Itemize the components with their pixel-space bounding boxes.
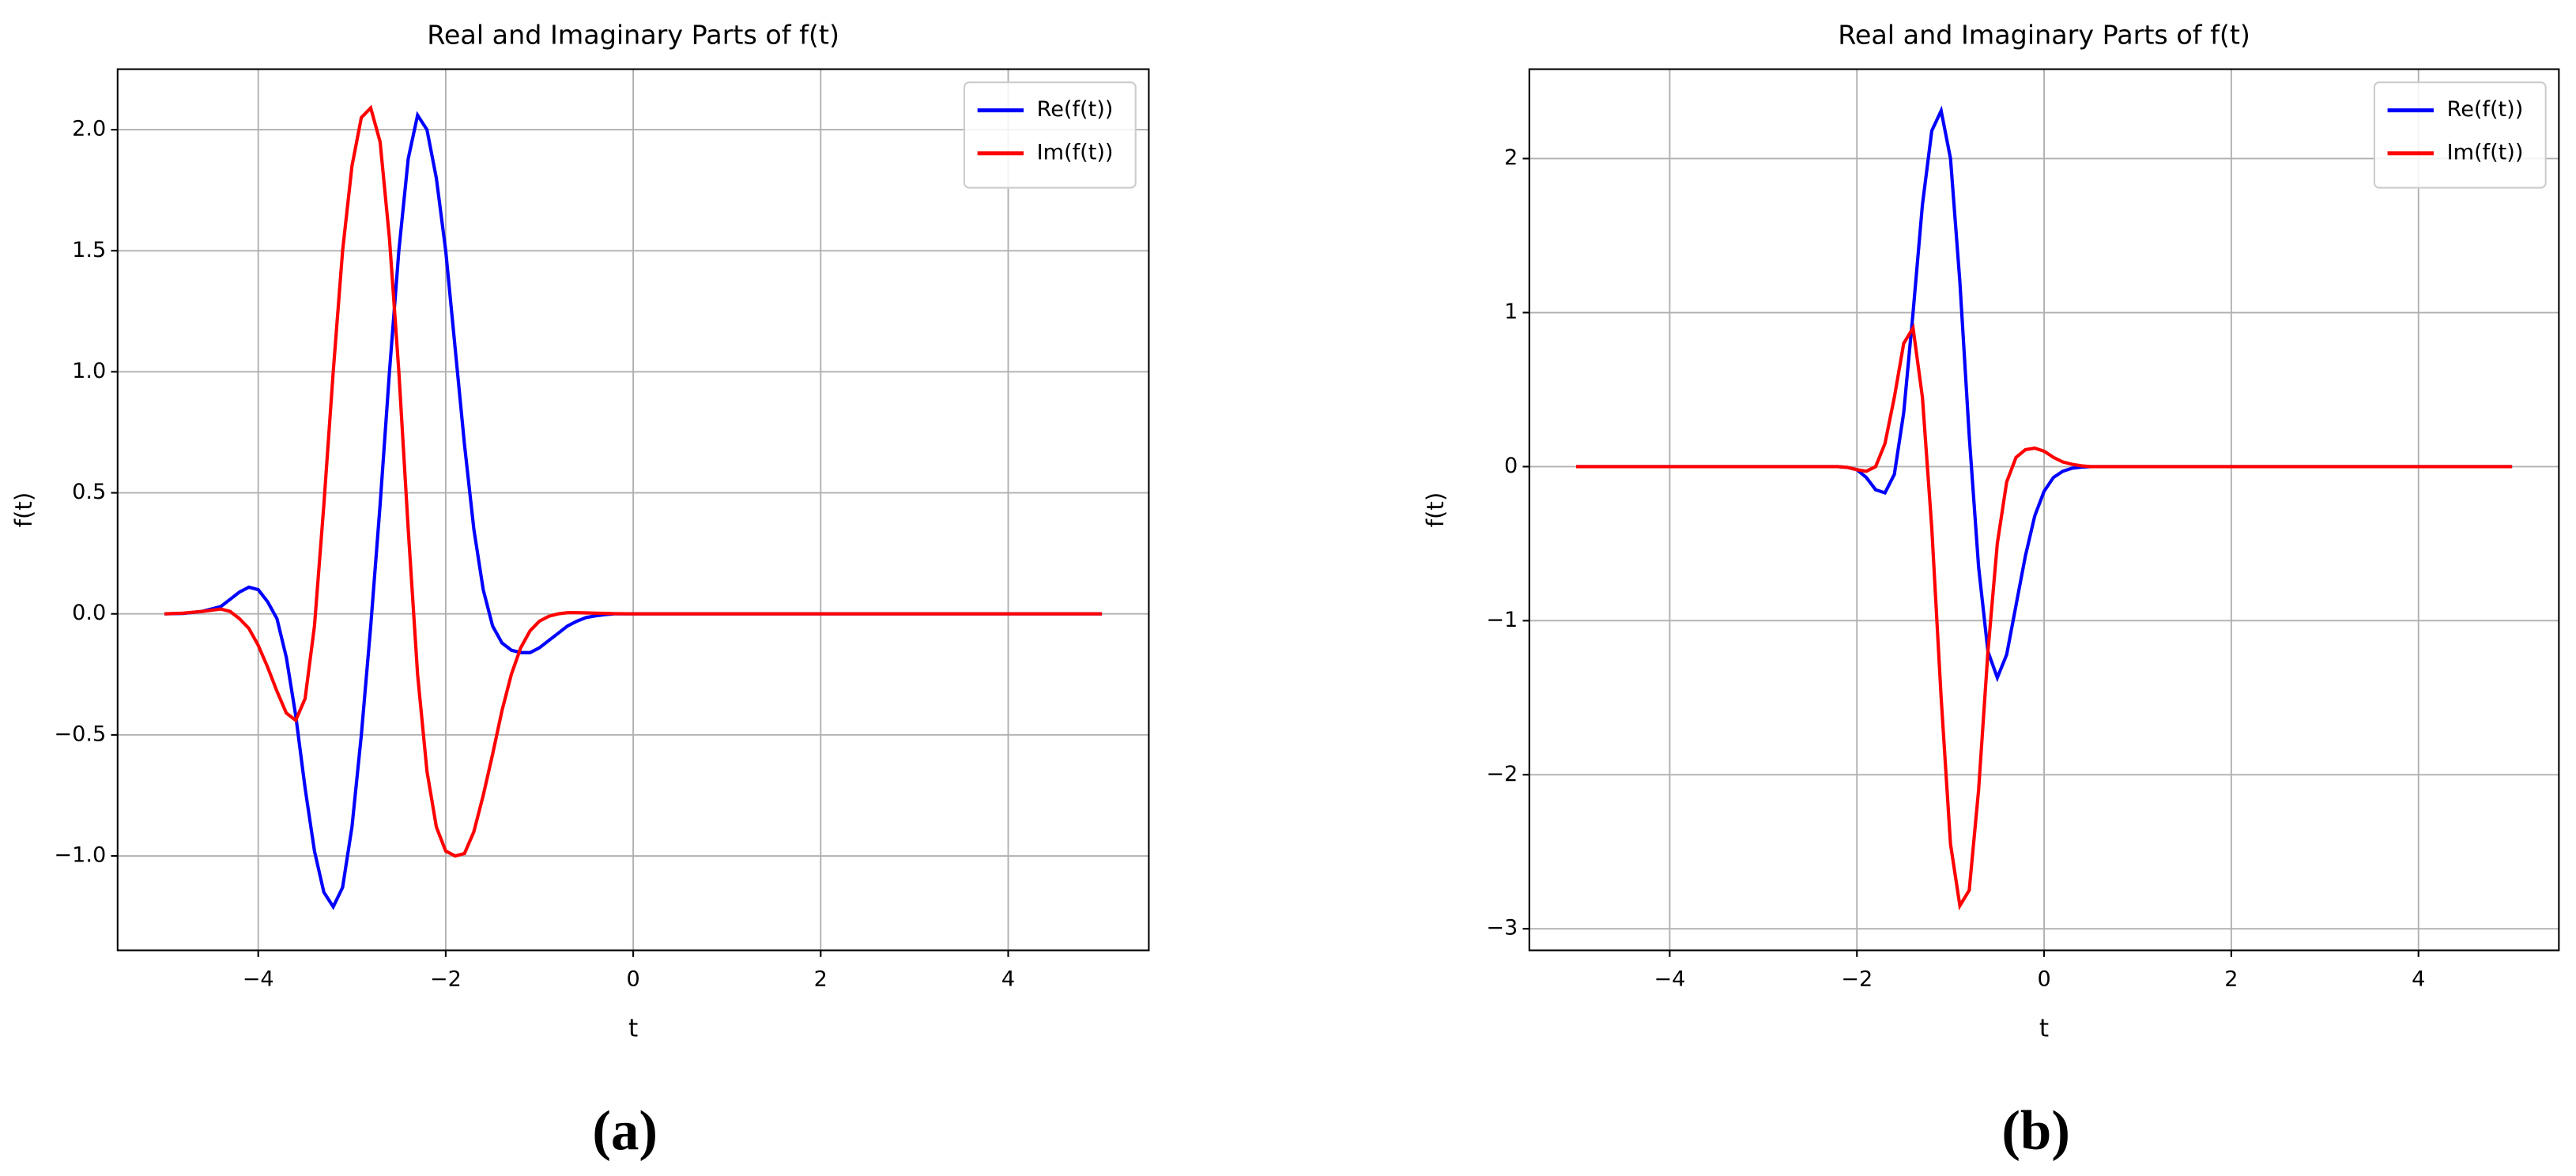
caption: (b) [2001, 1100, 2070, 1162]
legend-label: Re(f(t)) [2447, 97, 2524, 122]
y-axis-label: f(t) [1422, 492, 1449, 527]
y-tick-label: −2 [1486, 762, 1518, 786]
y-axis-label: f(t) [10, 492, 37, 527]
axes-frame [116, 68, 1150, 952]
data-line [164, 111, 1103, 910]
x-tick-label: −4 [243, 967, 274, 992]
x-tick-label: 0 [2037, 967, 2050, 992]
x-axis-label: t [2039, 1015, 2049, 1043]
y-tick-label: 1.0 [72, 359, 106, 383]
x-tick-label: −4 [1654, 967, 1685, 992]
legend-label: Re(f(t)) [1037, 97, 1114, 122]
legend-label: Im(f(t)) [2447, 140, 2524, 164]
x-tick-label: 4 [2412, 967, 2425, 992]
y-tick-label: −1.0 [54, 843, 106, 868]
y-tick-label: 0.0 [72, 601, 106, 625]
y-tick-label: −1 [1486, 608, 1518, 632]
y-tick-label: 2.0 [72, 117, 106, 141]
data-line [164, 104, 1103, 858]
data-line [1576, 322, 2513, 910]
plot: −3 −2 −1 0 1 2 −4 −2 0 2 4 Real and Imaginary Parts… [1422, 19, 2560, 1162]
x-tick-label: −2 [1841, 967, 1873, 992]
y-tick-label: 0.5 [72, 480, 106, 504]
caption: (a) [592, 1100, 658, 1162]
y-tick-label: −3 [1486, 916, 1518, 940]
y-tick-label: 1 [1504, 300, 1518, 324]
plot: −1.0 −0.5 0.0 0.5 1.0 1.5 2.0 −4 −2 0 2 4 Real and I… [10, 19, 1150, 1162]
y-tick-label: 1.5 [72, 238, 106, 262]
x-axis-label: t [628, 1015, 638, 1043]
x-tick-label: 0 [626, 967, 639, 992]
y-tick-label: −0.5 [54, 722, 106, 746]
chart-title: Real and Imaginary Parts of f(t) [1838, 19, 2250, 50]
chart-title: Real and Imaginary Parts of f(t) [427, 19, 839, 50]
legend-label: Im(f(t)) [1037, 140, 1114, 164]
x-tick-label: 2 [2224, 967, 2238, 992]
y-tick-label: 2 [1504, 145, 1518, 170]
y-tick-label: 0 [1504, 454, 1518, 478]
axes-frame [1528, 68, 2560, 952]
x-tick-label: −2 [430, 967, 462, 992]
x-tick-label: 2 [814, 967, 828, 992]
x-tick-label: 4 [1001, 967, 1015, 992]
